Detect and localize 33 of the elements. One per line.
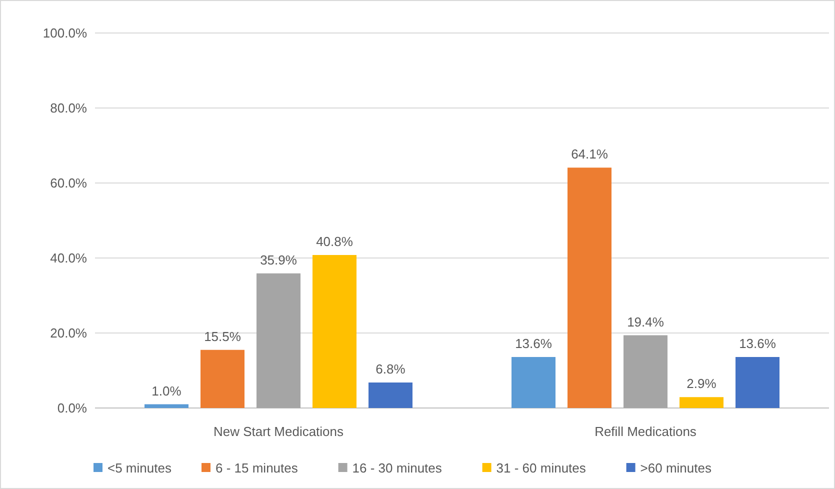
data-label: 13.6% xyxy=(515,336,552,351)
data-label: 15.5% xyxy=(204,328,242,344)
bar xyxy=(368,382,412,408)
data-label: 19.4% xyxy=(627,314,664,330)
legend-label: >60 minutes xyxy=(640,460,712,476)
bar xyxy=(680,397,724,408)
bar xyxy=(144,404,188,408)
data-label: 64.1% xyxy=(571,146,608,162)
data-label: 40.8% xyxy=(316,234,354,249)
data-label: 1.0% xyxy=(152,383,182,398)
y-tick-label: 60.0% xyxy=(50,176,88,191)
bar xyxy=(312,255,356,408)
x-tick-label: New Start Medications xyxy=(213,424,344,439)
y-tick-label: 100.0% xyxy=(42,26,88,41)
bar xyxy=(568,168,612,408)
bar xyxy=(736,357,780,408)
y-tick-label: 40.0% xyxy=(50,250,88,266)
data-label: 2.9% xyxy=(686,376,717,392)
legend-label: 16 - 30 minutes xyxy=(352,460,442,476)
y-tick-label: 0.0% xyxy=(57,400,88,416)
data-label: 35.9% xyxy=(260,252,298,268)
x-tick-label: Refill Medications xyxy=(594,424,697,439)
legend-label: 6 - 15 minutes xyxy=(216,460,298,476)
bar xyxy=(624,335,668,408)
bar xyxy=(200,350,244,408)
y-tick-label: 80.0% xyxy=(50,100,88,116)
bar xyxy=(512,357,556,408)
legend-label: <5 minutes xyxy=(108,460,172,476)
bar xyxy=(256,273,300,408)
legend-label: 31 - 60 minutes xyxy=(496,460,586,476)
y-tick-label: 20.0% xyxy=(50,326,88,341)
data-label: 6.8% xyxy=(376,362,406,376)
data-label: 13.6% xyxy=(739,336,776,351)
